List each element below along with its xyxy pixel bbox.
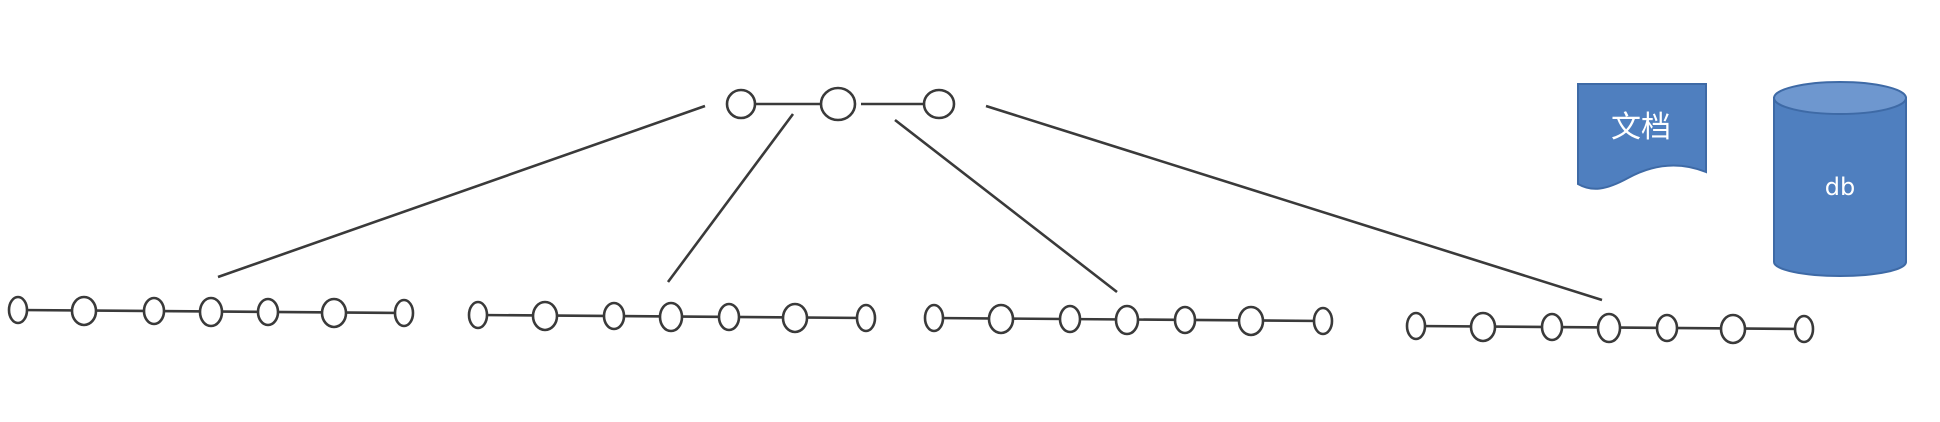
leaf-node: [855, 303, 877, 333]
leaf-node: [531, 300, 559, 332]
leaf-node: [1058, 304, 1082, 334]
leaf-node: [1719, 313, 1747, 345]
document-icon: [1577, 83, 1707, 190]
leaf-node: [717, 302, 741, 332]
root-node: [819, 86, 857, 122]
connector-line-1: [217, 104, 706, 279]
leaf-node: [1173, 305, 1197, 335]
connector-line-2: [666, 113, 795, 283]
leaf-node: [1596, 312, 1622, 344]
leaf-node: [467, 300, 489, 330]
leaf-node: [658, 301, 684, 333]
document-label: 文档: [1611, 110, 1671, 145]
leaf-node: [987, 303, 1015, 335]
database-icon: [1773, 97, 1907, 277]
leaf-node: [1469, 311, 1497, 343]
leaf-node: [1237, 305, 1265, 337]
connector-lines: [217, 104, 1603, 302]
leaf-node: [1793, 314, 1815, 344]
leaf-node: [256, 297, 280, 327]
leaf-node: [1540, 312, 1564, 342]
leaf-node: [1405, 311, 1427, 341]
connector-line-4: [985, 104, 1603, 302]
leaf-node: [1655, 313, 1679, 343]
document-shape: 文档: [1577, 83, 1707, 190]
leaf-node-chain-3: [923, 303, 1334, 337]
leaf-node: [393, 298, 415, 328]
database-shape: db: [1773, 81, 1907, 277]
database-top: [1773, 81, 1907, 115]
leaf-node: [70, 295, 98, 327]
leaf-node-chain-2: [467, 300, 877, 334]
leaf-node-chain-1: [7, 295, 415, 329]
database-label: db: [1825, 173, 1855, 201]
leaf-node: [923, 303, 945, 333]
leaf-node: [142, 296, 166, 326]
leaf-node: [781, 302, 809, 334]
leaf-node-chain-4: [1405, 311, 1815, 345]
leaf-node: [602, 301, 626, 331]
root-node: [725, 88, 757, 120]
leaf-node: [7, 295, 29, 325]
root-node: [922, 88, 956, 120]
connector-line-3: [894, 118, 1118, 294]
leaf-node: [1114, 304, 1140, 336]
root-node-chain: [725, 86, 956, 122]
leaf-node: [320, 297, 348, 329]
leaf-node: [1312, 306, 1334, 336]
leaf-node: [198, 296, 224, 328]
